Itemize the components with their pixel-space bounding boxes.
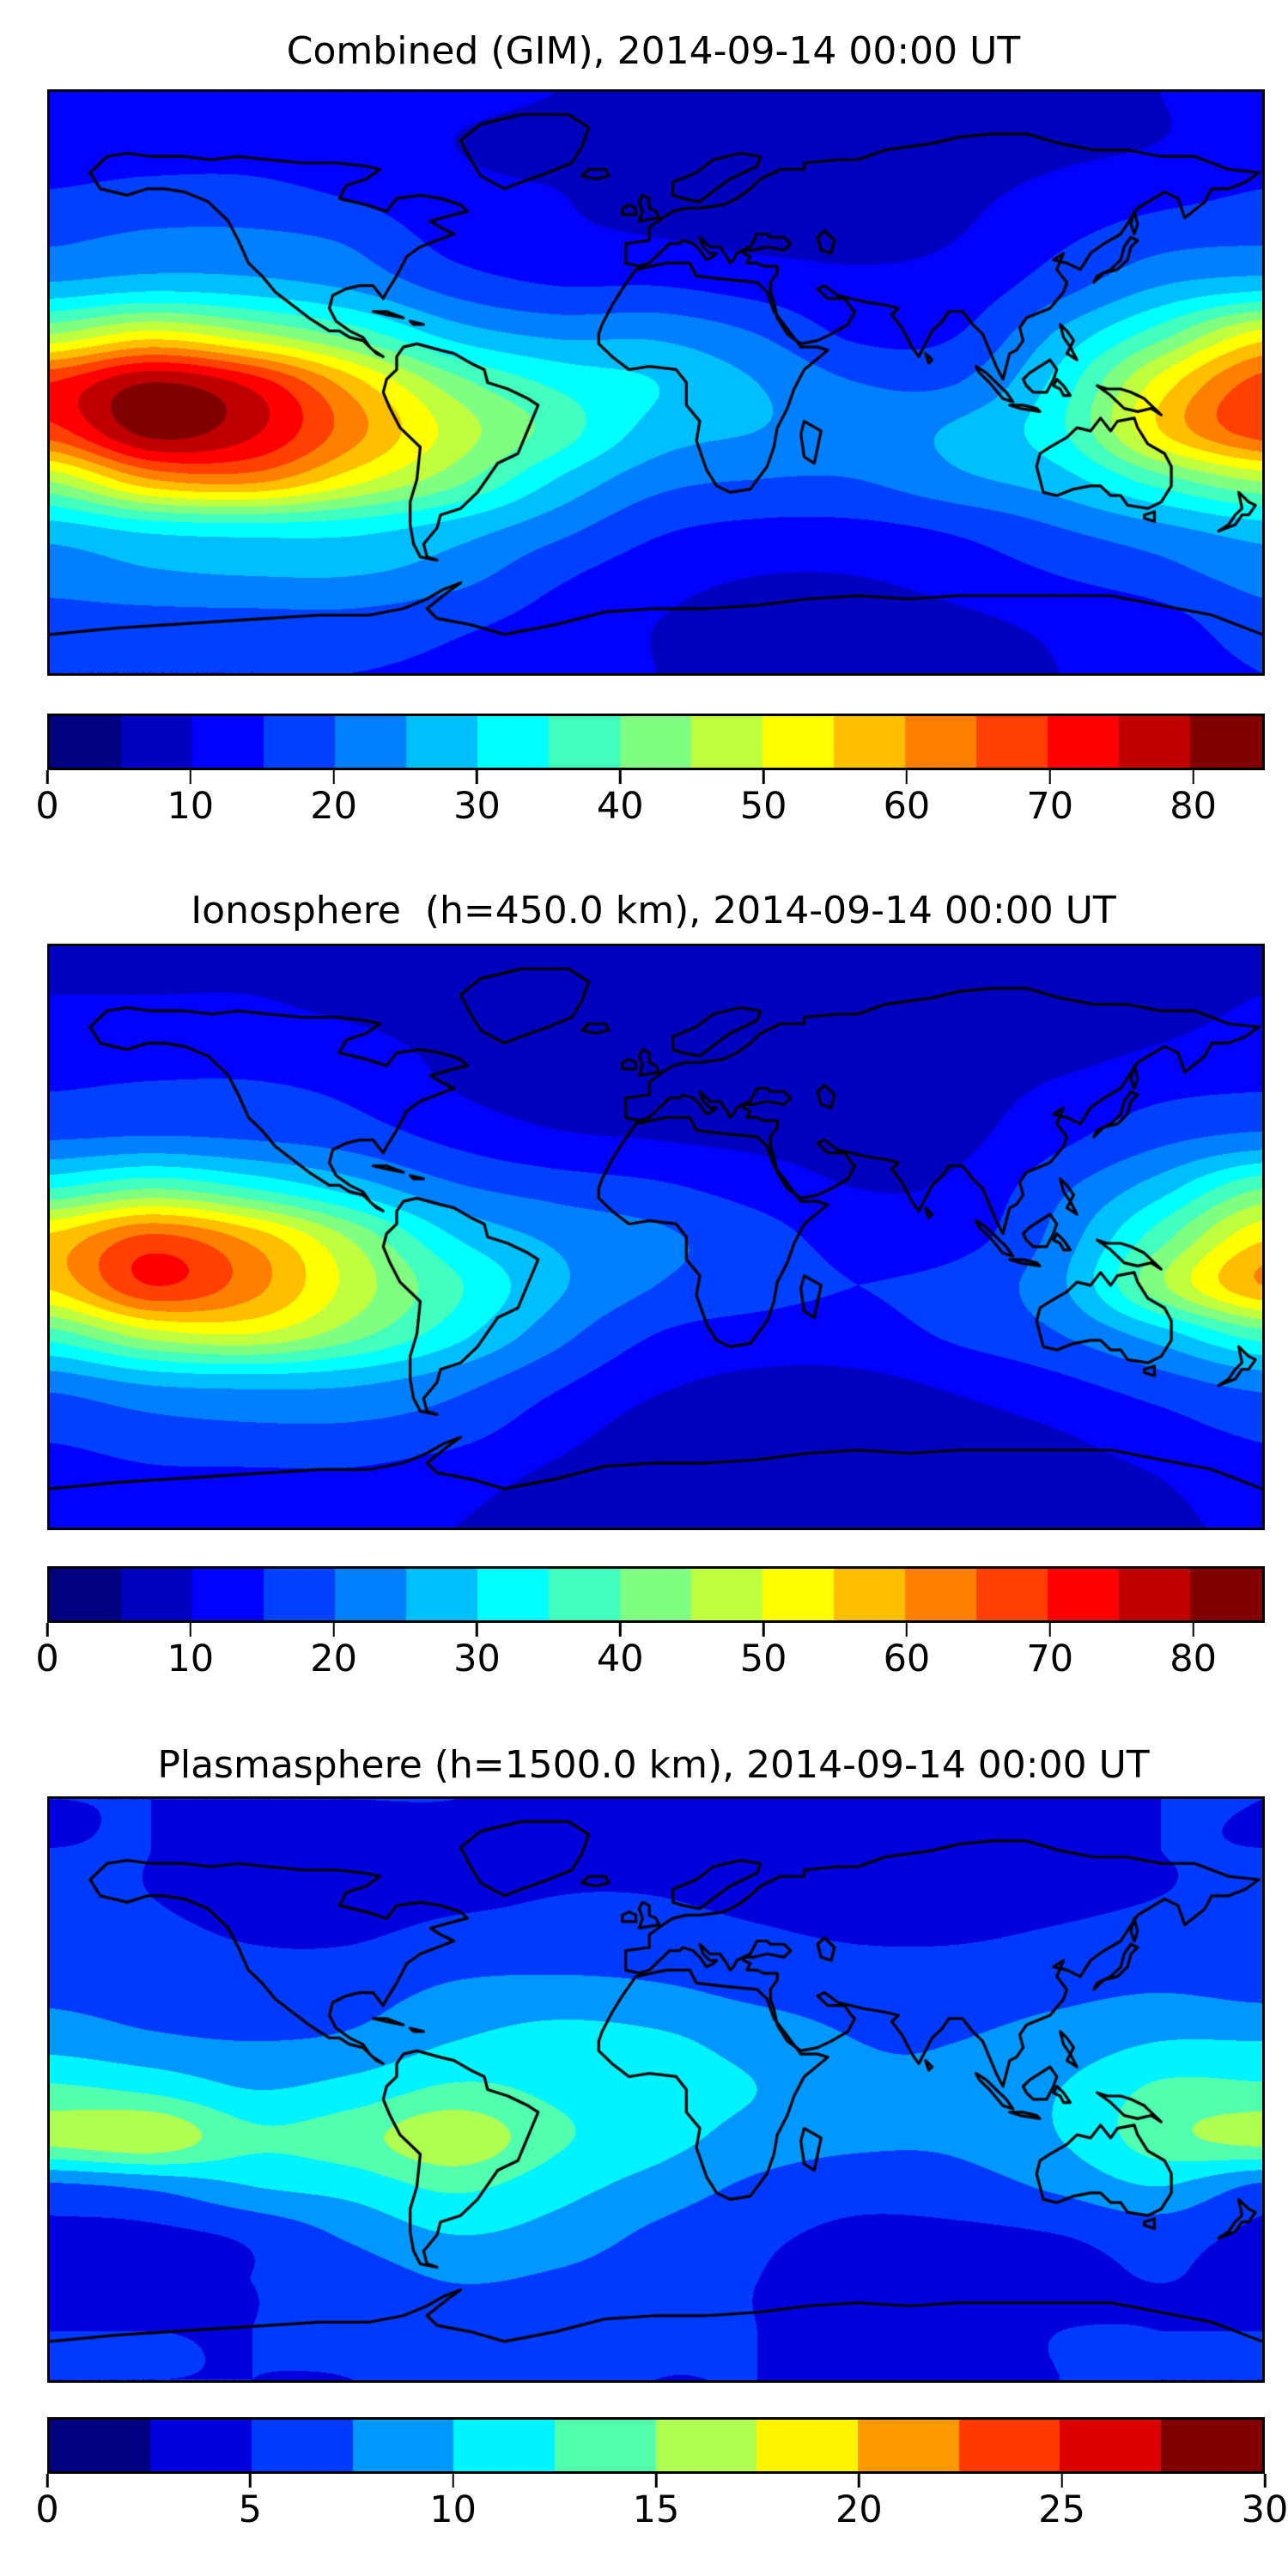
colorbar-tick-label: 0 xyxy=(35,2488,59,2531)
map-frame-ionosphere xyxy=(47,944,1265,1530)
colorbar-canvas-ionosphere xyxy=(50,1569,1262,1620)
colorbar-tick-label: 15 xyxy=(632,2488,680,2531)
colorbar-tick-mark xyxy=(654,2474,658,2488)
colorbar-tick-mark xyxy=(332,1623,335,1637)
panel-title-ionosphere: Ionosphere (h=450.0 km), 2014-09-14 00:0… xyxy=(191,889,1116,933)
colorbar-tick-mark xyxy=(905,1623,908,1637)
map-frame-combined xyxy=(47,89,1265,676)
map-canvas-ionosphere xyxy=(50,946,1262,1528)
colorbar-frame-plasmasphere xyxy=(47,2417,1265,2474)
colorbar-ticks-plasmasphere: 0 5 10 15 20 25 30 xyxy=(35,2474,1288,2546)
colorbar-frame-combined xyxy=(47,714,1265,770)
colorbar-tick-label: 70 xyxy=(1026,1637,1074,1680)
colorbar-tick-label: 40 xyxy=(596,785,644,828)
colorbar-tick-label: 50 xyxy=(739,785,787,828)
panel-plasmasphere: Plasmasphere (h=1500.0 km), 2014-09-14 0… xyxy=(0,1695,1288,2546)
colorbar-tick-label: 40 xyxy=(596,1637,644,1680)
colorbar-frame-ionosphere xyxy=(47,1566,1265,1623)
colorbar-tick-mark xyxy=(1048,1623,1051,1637)
map-frame-plasmasphere xyxy=(47,1796,1265,2383)
colorbar-tick-label: 60 xyxy=(883,785,931,828)
colorbar-tick-mark xyxy=(332,770,335,784)
panel-combined-gim: Combined (GIM), 2014-09-14 00:00 UT 0 10 2… xyxy=(0,0,1288,842)
colorbar-tick-mark xyxy=(46,770,49,784)
colorbar-tick-label: 10 xyxy=(167,1637,215,1680)
map-canvas-combined xyxy=(50,92,1262,673)
colorbar-tick-label: 30 xyxy=(453,1637,501,1680)
map-canvas-plasmasphere xyxy=(50,1799,1262,2380)
colorbar-tick-label: 60 xyxy=(883,1637,931,1680)
colorbar-tick-label: 5 xyxy=(238,2488,263,2531)
colorbar-tick-mark xyxy=(452,2474,454,2488)
colorbar-canvas-combined xyxy=(50,716,1262,768)
colorbar-tick-mark xyxy=(46,1623,49,1637)
colorbar-tick-mark xyxy=(189,1623,192,1637)
colorbar-tick-label: 20 xyxy=(310,785,357,828)
colorbar-tick-mark xyxy=(762,770,765,784)
colorbar-tick-mark xyxy=(1060,2474,1063,2488)
colorbar-tick-mark xyxy=(762,1623,765,1637)
colorbar-tick-mark xyxy=(1192,1623,1194,1637)
colorbar-tick-mark xyxy=(1263,2474,1267,2488)
panel-title-combined: Combined (GIM), 2014-09-14 00:00 UT xyxy=(286,29,1021,73)
colorbar-tick-label: 30 xyxy=(453,785,501,828)
colorbar-tick-mark xyxy=(619,770,622,784)
colorbar-tick-mark xyxy=(476,770,478,784)
colorbar-tick-label: 80 xyxy=(1170,785,1217,828)
colorbar-tick-label: 10 xyxy=(429,2488,477,2531)
colorbar-tick-mark xyxy=(476,1623,478,1637)
colorbar-ticks-ionosphere: 0 10 20 30 40 50 60 70 80 xyxy=(35,1623,1265,1695)
colorbar-tick-label: 25 xyxy=(1038,2488,1086,2531)
colorbar-tick-mark xyxy=(858,2474,860,2488)
colorbar-tick-label: 80 xyxy=(1170,1637,1217,1680)
colorbar-tick-label: 20 xyxy=(310,1637,357,1680)
colorbar-tick-mark xyxy=(46,2474,49,2488)
colorbar-tick-mark xyxy=(1048,770,1051,784)
colorbar-canvas-plasmasphere xyxy=(50,2420,1262,2471)
panel-ionosphere: Ionosphere (h=450.0 km), 2014-09-14 00:0… xyxy=(0,842,1288,1695)
panel-title-plasmasphere: Plasmasphere (h=1500.0 km), 2014-09-14 0… xyxy=(157,1743,1150,1787)
colorbar-tick-label: 0 xyxy=(35,1637,59,1680)
colorbar-tick-mark xyxy=(189,770,192,784)
colorbar-tick-mark xyxy=(249,2474,252,2488)
colorbar-tick-label: 50 xyxy=(739,1637,787,1680)
colorbar-tick-label: 70 xyxy=(1026,785,1074,828)
colorbar-tick-label: 20 xyxy=(835,2488,883,2531)
colorbar-tick-mark xyxy=(1192,770,1194,784)
colorbar-tick-label: 30 xyxy=(1241,2488,1288,2531)
colorbar-tick-mark xyxy=(619,1623,622,1637)
colorbar-tick-mark xyxy=(905,770,908,784)
colorbar-ticks-combined: 0 10 20 30 40 50 60 70 80 xyxy=(35,770,1265,842)
colorbar-tick-label: 0 xyxy=(35,785,59,828)
colorbar-tick-label: 10 xyxy=(167,785,215,828)
